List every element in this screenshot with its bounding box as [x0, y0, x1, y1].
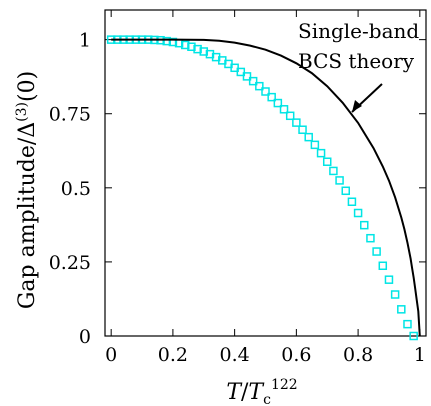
annotation: Single-band BCS theory	[298, 19, 419, 113]
data-point	[298, 125, 307, 134]
data-point	[304, 132, 313, 142]
data-point	[162, 36, 171, 46]
y-tick-label: 0.5	[61, 178, 91, 200]
data-point	[366, 233, 375, 243]
data-point	[279, 105, 289, 114]
x-tick-label: 0.4	[220, 344, 250, 366]
data-point	[285, 111, 295, 121]
annotation-arrowhead	[352, 100, 362, 112]
plot-frame	[104, 9, 427, 337]
data-point	[360, 220, 369, 230]
data-point	[236, 67, 246, 77]
y-tick-label: 0	[79, 326, 91, 348]
data-point	[316, 148, 326, 158]
data-point	[168, 37, 178, 47]
data-point	[409, 331, 418, 341]
data-point	[329, 166, 338, 176]
data-point	[347, 197, 357, 206]
y-tick-label: 1	[79, 30, 91, 52]
x-tick-label: 0	[105, 344, 117, 366]
y-axis-label: Gap amplitude/Δ(3)(0)	[14, 71, 40, 309]
data-point	[242, 72, 252, 81]
data-point	[292, 118, 301, 127]
data-point	[372, 247, 381, 256]
x-axis-label: T/Tc122	[226, 377, 297, 406]
data-point	[248, 76, 258, 86]
x-tick-label: 0.8	[343, 344, 373, 366]
bcs-theory-line	[111, 38, 421, 337]
data-point	[267, 92, 276, 102]
annotation-line-2: BCS theory	[298, 49, 415, 73]
data-point	[310, 140, 320, 150]
data-point	[397, 305, 406, 314]
series-layer	[106, 35, 421, 341]
data-point	[322, 157, 332, 166]
annotation-line-1: Single-band	[298, 19, 419, 43]
x-tick-label: 1	[414, 344, 426, 366]
data-point	[199, 47, 209, 56]
data-point	[273, 98, 283, 108]
axis-ticks: 0 0.2 0.4 0.6 0.8 1 0 0.25 0.5 0.75 1	[49, 10, 426, 366]
data-point	[353, 208, 363, 218]
data-point	[193, 44, 202, 54]
data-point	[378, 261, 388, 271]
data-point	[187, 42, 196, 51]
data-point	[255, 81, 264, 91]
data-point	[390, 290, 400, 299]
y-tick-label: 0.25	[49, 252, 91, 274]
data-point	[384, 275, 394, 284]
data-point	[335, 176, 344, 185]
y-tick-label: 0.75	[49, 104, 91, 126]
x-tick-label: 0.2	[158, 344, 188, 366]
x-tick-label: 0.6	[281, 344, 311, 366]
data-point	[403, 319, 412, 329]
gap-amplitude-markers	[106, 35, 418, 341]
data-point	[341, 186, 350, 196]
data-point	[261, 87, 270, 96]
data-point	[181, 40, 190, 50]
